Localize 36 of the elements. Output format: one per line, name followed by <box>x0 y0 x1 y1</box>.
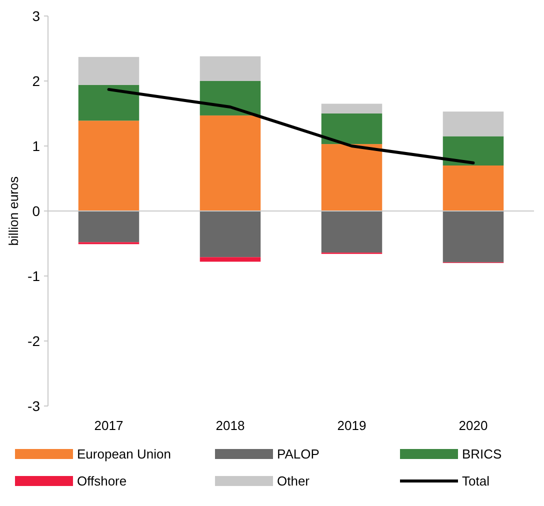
bar <box>200 56 261 81</box>
legend-label: European Union <box>77 446 171 462</box>
legend-label: Offshore <box>77 474 127 489</box>
y-tick-label: 1 <box>32 138 40 154</box>
bar <box>78 84 140 121</box>
legend-label: PALOP <box>277 446 320 462</box>
x-tick-label: 2018 <box>216 418 245 433</box>
y-tick-label: -1 <box>28 268 40 284</box>
bar <box>200 81 261 116</box>
bar <box>200 211 261 258</box>
x-tick-label: 2019 <box>337 418 366 433</box>
bar <box>442 166 504 211</box>
y-tick-label: -2 <box>28 332 40 349</box>
bar <box>321 114 382 144</box>
legend-label: BRICS <box>462 446 502 462</box>
x-tick-label: 2020 <box>458 418 488 433</box>
bar <box>200 257 261 262</box>
bar <box>321 104 382 114</box>
y-tick-label: 2 <box>32 72 40 89</box>
bar <box>442 136 504 166</box>
bar <box>78 120 140 211</box>
bar <box>442 211 504 262</box>
y-axis-title: billion euros <box>6 176 21 246</box>
legend-label: Total <box>462 474 490 489</box>
bar <box>442 112 504 136</box>
legend-label: Other <box>277 474 310 489</box>
bar <box>200 115 261 211</box>
line-series <box>107 88 475 164</box>
y-tick-label: -3 <box>28 398 40 414</box>
y-tick-label: 3 <box>32 8 40 24</box>
bar <box>78 211 140 242</box>
bar <box>321 144 382 211</box>
y-tick-label: 0 <box>32 202 40 219</box>
bar <box>78 56 140 85</box>
bar <box>321 211 382 253</box>
x-tick-label: 2017 <box>94 418 124 433</box>
